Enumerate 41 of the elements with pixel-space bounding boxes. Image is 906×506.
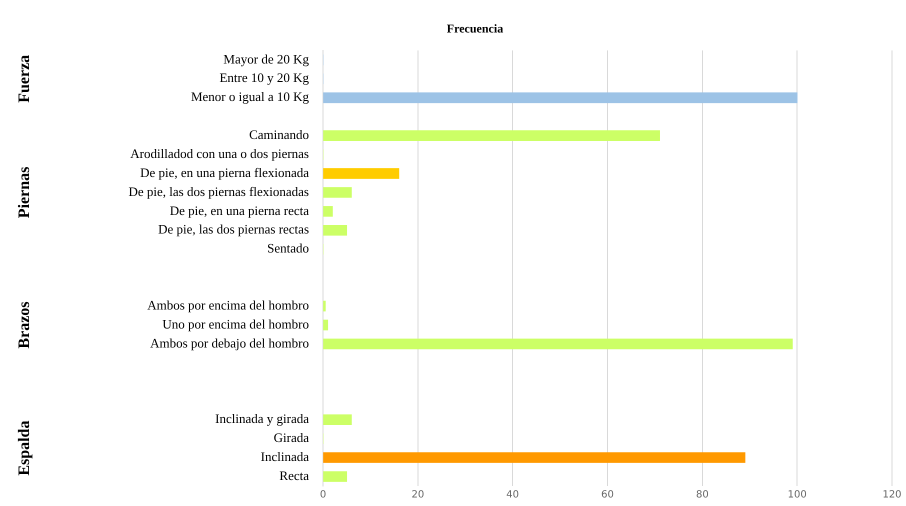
text: Brazos — [16, 301, 34, 349]
x-tick-label: 100 — [788, 490, 807, 501]
y-tick-label: Ambos por encima del hombro — [147, 298, 309, 312]
bar — [323, 414, 352, 426]
bar — [323, 338, 793, 350]
y-tick-label: De pie, las dos piernas rectas — [158, 222, 309, 237]
x-tick-label: 80 — [696, 490, 709, 501]
text: Piernas — [16, 166, 34, 218]
y-tick-label: Inclinada y girada — [215, 411, 310, 426]
x-tick-label: 20 — [411, 490, 424, 501]
x-tick-label: 0 — [320, 490, 326, 501]
bar — [323, 206, 333, 217]
y-tick-label: Ambos por debajo del hombro — [150, 335, 309, 350]
y-tick-label: Entre 10 y 20 Kg — [219, 70, 310, 86]
bar — [323, 187, 352, 198]
y-tick-label: Recta — [279, 468, 310, 483]
x-tick-label: 120 — [882, 490, 902, 501]
x-tick-label: 40 — [506, 490, 520, 501]
y-tick-label: De pie, en una pierna flexionada — [140, 164, 310, 180]
y-tick-label: Sentado — [267, 240, 309, 256]
text: Fuerza — [16, 54, 34, 103]
bar — [323, 320, 328, 330]
y-tick-label: Mayor de 20 Kg — [223, 51, 310, 66]
y-tick-label: Menor o igual a 10 Kg — [190, 89, 310, 104]
text: Espalda — [16, 420, 34, 476]
x-tick-label: 60 — [601, 490, 614, 501]
y-tick-label: Uno por encima del hombro — [162, 316, 309, 332]
bar — [323, 224, 348, 236]
y-tick-label: Arodilladod con una o dos piernas — [130, 146, 309, 161]
y-tick-label: Girada — [274, 430, 310, 446]
bar — [323, 168, 400, 179]
bar — [323, 452, 746, 463]
y-tick-label: Inclinada — [260, 449, 310, 464]
y-tick-label: De pie, en una pierna recta — [170, 202, 310, 218]
bar — [323, 130, 660, 141]
bar — [323, 471, 348, 482]
bar — [323, 92, 798, 104]
y-tick-label: Caminando — [249, 127, 309, 142]
bar — [323, 300, 326, 312]
y-tick-label: De pie, las dos piernas flexionadas — [128, 184, 309, 199]
chart-title: Frecuencia — [446, 21, 504, 36]
